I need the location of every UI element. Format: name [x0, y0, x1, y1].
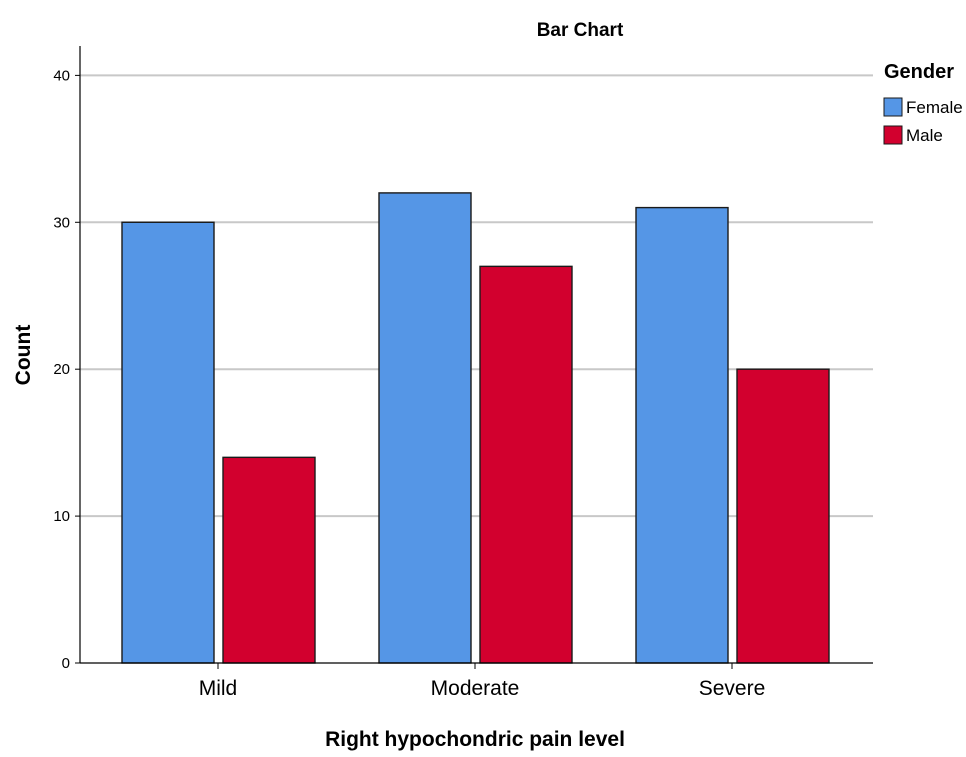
bar-mild-male	[222, 456, 316, 664]
legend-label-male: Male	[906, 126, 943, 145]
legend: Gender Female Male	[883, 61, 963, 145]
x-axis-ticks: Mild Moderate Severe	[199, 663, 766, 700]
x-tick-label-mild: Mild	[199, 677, 238, 700]
y-tick-label-10: 10	[53, 508, 70, 525]
bar-moderate-female	[378, 192, 472, 664]
legend-swatch-male	[883, 125, 903, 145]
axes	[79, 46, 873, 664]
y-tick-label-30: 30	[53, 214, 70, 231]
bar-severe-female	[635, 206, 729, 664]
x-tick-label-severe: Severe	[699, 677, 766, 700]
bars	[121, 192, 830, 664]
legend-label-female: Female	[906, 98, 963, 117]
y-tick-label-40: 40	[53, 67, 70, 84]
x-axis-title: Right hypochondric pain level	[325, 728, 625, 751]
legend-items: Female Male	[883, 97, 963, 145]
bar-severe-male	[736, 368, 830, 664]
x-tick-label-moderate: Moderate	[431, 677, 520, 700]
chart-title: Bar Chart	[537, 20, 624, 41]
bar-mild-female	[121, 221, 215, 664]
y-tick-label-20: 20	[53, 361, 70, 378]
y-axis-ticks: 0 10 20 30 40	[53, 67, 80, 672]
y-tick-label-0: 0	[62, 655, 70, 672]
legend-swatch-female	[883, 97, 903, 117]
bar-moderate-male	[479, 265, 573, 664]
y-axis-title: Count	[12, 325, 35, 386]
legend-title: Gender	[884, 61, 954, 83]
